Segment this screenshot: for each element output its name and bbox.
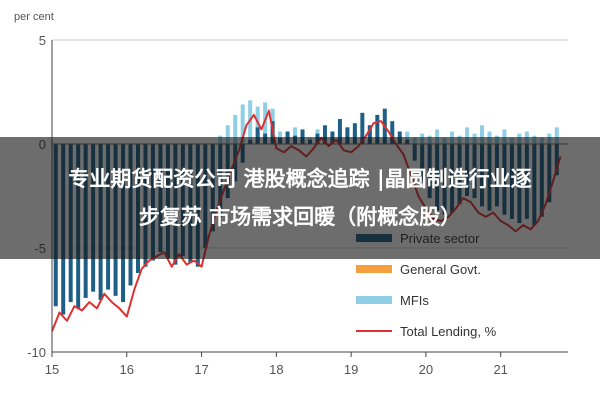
legend-label-mfis: MFIs bbox=[400, 293, 429, 308]
mfis-bar-26 bbox=[248, 100, 253, 144]
y-unit-label: per cent bbox=[14, 11, 54, 23]
private-sector-bar-38 bbox=[337, 119, 342, 144]
x-tick-label-3: 18 bbox=[269, 362, 283, 377]
x-tick-label-1: 16 bbox=[120, 362, 134, 377]
legend-label-total-lending: Total Lending, % bbox=[400, 324, 497, 339]
mfis-bar-27 bbox=[255, 106, 260, 144]
private-sector-bar-40 bbox=[352, 123, 357, 144]
mfis-bar-23 bbox=[225, 125, 230, 144]
private-sector-bar-45 bbox=[390, 121, 395, 144]
private-sector-bar-36 bbox=[322, 125, 327, 144]
mfis-bar-60 bbox=[502, 129, 507, 144]
x-tick-label-6: 21 bbox=[493, 362, 507, 377]
legend-swatch-mfis bbox=[356, 296, 392, 304]
private-sector-bar-42 bbox=[367, 125, 372, 144]
mfis-bar-67 bbox=[554, 127, 559, 144]
mfis-bar-24 bbox=[233, 114, 238, 144]
private-sector-bar-27 bbox=[255, 127, 260, 144]
y-tick-label-3: -10 bbox=[27, 345, 46, 360]
private-sector-bar-33 bbox=[300, 129, 305, 144]
overlay-line-1: 专业期货配资公司 港股概念追踪 |晶圆制造行业逐 bbox=[68, 167, 532, 191]
legend-label-general-govt: General Govt. bbox=[400, 262, 481, 277]
mfis-bar-28 bbox=[263, 102, 268, 144]
x-tick-labels: 15 16 17 18 19 20 21 bbox=[45, 362, 508, 377]
private-sector-bar-39 bbox=[345, 127, 350, 144]
mfis-bar-25 bbox=[240, 104, 245, 144]
legend-swatch-general-govt bbox=[356, 265, 392, 273]
mfis-bar-55 bbox=[465, 127, 470, 144]
mfis-bar-51 bbox=[435, 129, 440, 144]
x-tick-label-4: 19 bbox=[344, 362, 358, 377]
private-sector-bar-43 bbox=[375, 114, 380, 144]
y-tick-label-0: 5 bbox=[39, 33, 46, 48]
x-tick-label-2: 17 bbox=[194, 362, 208, 377]
overlay-line-2: 步复苏 市场需求回暖（附概念股） bbox=[138, 205, 462, 229]
private-sector-bar-41 bbox=[360, 112, 365, 144]
x-tick-label-0: 15 bbox=[45, 362, 59, 377]
mfis-bar-57 bbox=[480, 125, 484, 144]
overlay-banner: 专业期货配资公司 港股概念追踪 |晶圆制造行业逐 步复苏 市场需求回暖（附概念股… bbox=[0, 137, 600, 259]
x-tick-label-5: 20 bbox=[419, 362, 433, 377]
